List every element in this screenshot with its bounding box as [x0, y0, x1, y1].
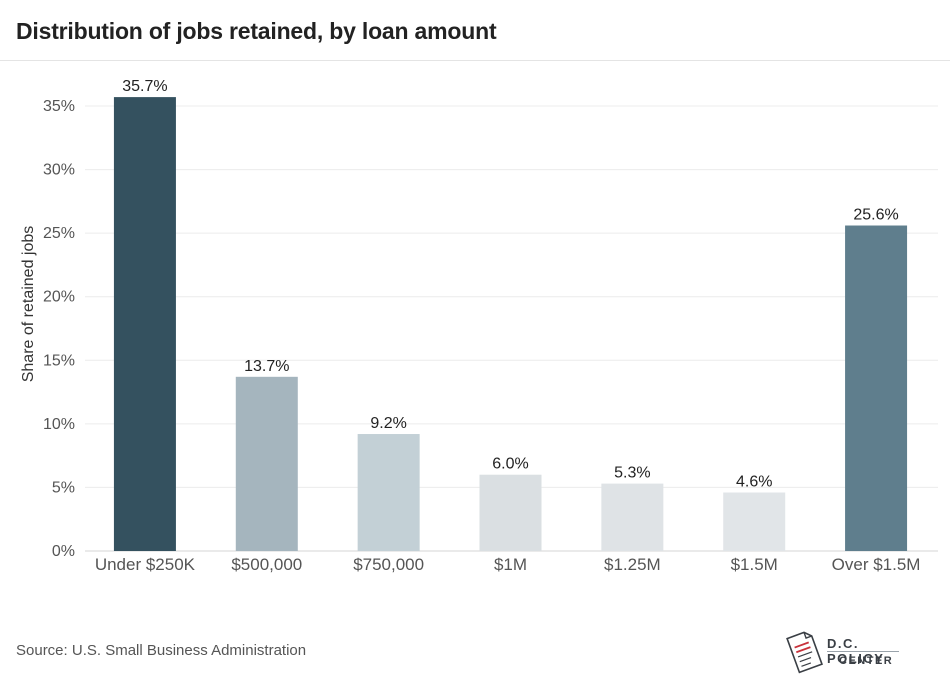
bar	[723, 492, 786, 551]
gridlines	[85, 105, 938, 552]
y-tick-label: 0%	[52, 543, 75, 560]
bar	[479, 474, 542, 551]
bar	[845, 225, 908, 551]
y-tick-label: 35%	[43, 98, 75, 115]
data-label: 13.7%	[244, 358, 289, 375]
logo-rule	[827, 651, 899, 652]
x-axis-categories: Under $250K $500,000 $750,000 $1M $1.25M $1.5…	[95, 555, 921, 574]
dc-policy-center-logo: D.C. POLICY CENTER	[783, 628, 913, 678]
bar-chart: 0% 5% 10% 15% 20% 25% 30% 35% 35.7% 13.7% 9.2% 6.0…	[20, 78, 938, 574]
y-tick-label: 30%	[43, 162, 75, 179]
bar	[113, 97, 176, 551]
source-note: Source: U.S. Small Business Administrati…	[16, 642, 307, 659]
y-tick-label: 5%	[52, 479, 75, 496]
data-label: 6.0%	[492, 456, 528, 473]
bar	[357, 434, 420, 551]
category-label: Over $1.5M	[832, 555, 921, 574]
category-label: $1.5M	[731, 555, 778, 574]
y-tick-label: 10%	[43, 416, 75, 433]
chart-title: Distribution of jobs retained, by loan a…	[16, 18, 497, 44]
bar	[235, 376, 298, 551]
category-label: Under $250K	[95, 555, 196, 574]
data-label: 4.6%	[736, 474, 772, 491]
y-tick-label: 15%	[43, 352, 75, 369]
logo-text-line2: CENTER	[839, 655, 894, 667]
y-axis-ticks: 0% 5% 10% 15% 20% 25% 30% 35%	[43, 98, 75, 560]
logo-text-line1: D.C. POLICY	[827, 636, 885, 666]
category-label: $500,000	[231, 555, 302, 574]
bar	[601, 483, 664, 551]
y-axis-title: Share of retained jobs	[20, 226, 37, 383]
y-tick-label: 25%	[43, 225, 75, 242]
data-label: 25.6%	[853, 207, 898, 224]
category-label: $1.25M	[604, 555, 661, 574]
category-label: $1M	[494, 555, 527, 574]
data-label: 9.2%	[370, 415, 406, 432]
dc-map-document-icon	[786, 631, 823, 674]
title-divider	[0, 60, 950, 61]
data-label: 5.3%	[614, 465, 650, 482]
y-tick-label: 20%	[43, 289, 75, 306]
category-label: $750,000	[353, 555, 424, 574]
bars	[113, 97, 908, 551]
data-labels: 35.7% 13.7% 9.2% 6.0% 5.3% 4.6% 25.6%	[122, 78, 899, 490]
data-label: 35.7%	[122, 78, 167, 95]
